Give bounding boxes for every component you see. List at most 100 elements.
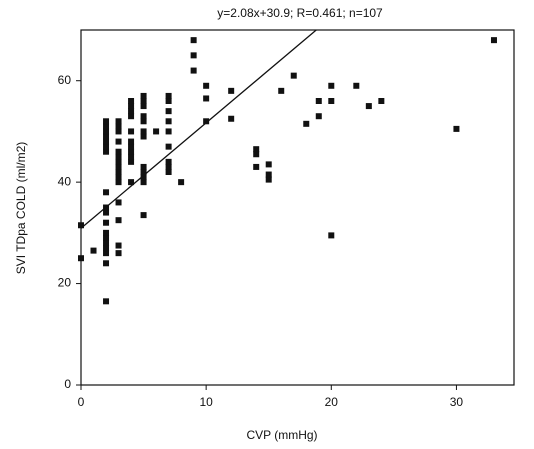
fit-line — [80, 29, 317, 229]
point — [115, 242, 122, 249]
point — [128, 143, 135, 150]
point — [265, 161, 272, 168]
point — [228, 87, 235, 94]
point — [115, 174, 122, 181]
point — [190, 37, 197, 44]
point — [103, 260, 110, 267]
point — [140, 212, 147, 219]
y-axis-label: SVI TDpa COLD (ml/m2) — [14, 142, 28, 274]
point — [128, 179, 135, 186]
point — [315, 98, 322, 104]
point — [115, 118, 122, 125]
point — [115, 138, 122, 145]
x-tick-label: 10 — [199, 395, 213, 409]
point — [140, 174, 147, 181]
point — [328, 232, 335, 239]
point — [115, 179, 122, 186]
point — [165, 169, 172, 175]
point — [103, 143, 110, 150]
point — [103, 189, 110, 196]
point — [165, 128, 172, 135]
point — [165, 98, 172, 104]
point — [140, 103, 147, 110]
y-tick-label: 60 — [58, 73, 72, 87]
point — [115, 250, 122, 257]
point — [115, 163, 122, 170]
point — [128, 103, 135, 110]
point — [103, 148, 110, 155]
point — [140, 128, 147, 135]
point — [140, 98, 147, 104]
point — [103, 219, 110, 226]
point — [128, 98, 135, 104]
point — [115, 128, 122, 135]
point — [378, 98, 385, 104]
point — [165, 92, 172, 99]
point — [265, 176, 272, 183]
point — [140, 118, 147, 125]
point — [103, 234, 110, 241]
point — [203, 95, 210, 102]
point — [128, 113, 135, 120]
point — [128, 148, 135, 155]
y-tick-label: 40 — [58, 174, 72, 188]
point — [115, 153, 122, 160]
point — [115, 158, 122, 165]
plot-frame — [80, 29, 515, 386]
point — [115, 199, 122, 206]
point — [103, 123, 110, 130]
point — [128, 158, 135, 165]
point — [165, 143, 172, 150]
x-tick-label: 20 — [325, 395, 339, 409]
point — [128, 138, 135, 145]
y-tick-label: 0 — [64, 377, 71, 391]
point — [265, 171, 272, 178]
point — [115, 169, 122, 175]
x-axis-label: CVP (mmHg) — [246, 428, 317, 442]
x-tick-label: 30 — [450, 395, 464, 409]
point — [115, 123, 122, 130]
point — [140, 133, 147, 140]
point — [365, 103, 372, 110]
point — [165, 158, 172, 165]
point — [165, 163, 172, 170]
point — [190, 67, 197, 74]
point — [253, 146, 260, 153]
point — [165, 118, 172, 125]
point — [228, 115, 235, 122]
point — [140, 163, 147, 170]
point — [78, 222, 84, 229]
point — [103, 250, 110, 257]
point — [303, 120, 310, 127]
point — [103, 229, 110, 236]
x-tick-label: 0 — [78, 395, 85, 409]
point — [140, 113, 147, 120]
point — [103, 118, 110, 125]
point — [103, 133, 110, 140]
point — [103, 138, 110, 145]
y-tick-label: 20 — [58, 276, 72, 290]
point — [253, 151, 260, 158]
point — [278, 87, 285, 94]
point — [103, 245, 110, 252]
point — [103, 209, 110, 216]
point — [190, 52, 197, 59]
point — [453, 125, 460, 132]
point — [103, 240, 110, 246]
point — [328, 82, 335, 89]
point — [140, 179, 147, 186]
point — [78, 255, 84, 262]
point — [290, 72, 297, 79]
point — [253, 163, 260, 170]
point — [115, 148, 122, 155]
point — [103, 128, 110, 135]
point — [315, 113, 322, 120]
point — [328, 98, 335, 104]
point — [90, 247, 97, 254]
chart-title: y=2.08x+30.9; R=0.461; n=107 — [217, 6, 383, 20]
point — [353, 82, 360, 89]
point — [115, 217, 122, 224]
point — [140, 92, 147, 99]
point — [103, 298, 110, 305]
